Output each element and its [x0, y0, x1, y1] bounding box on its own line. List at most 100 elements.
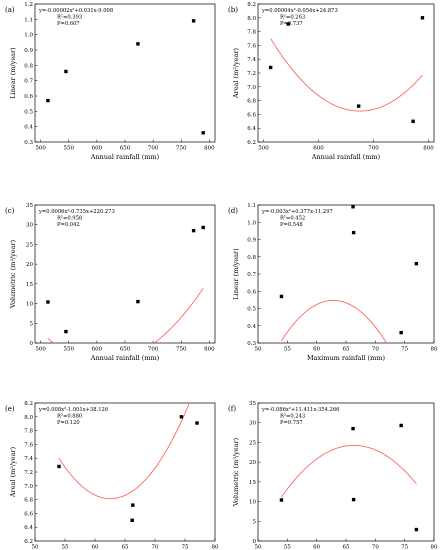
y-tick-label: 6.8 [247, 99, 256, 105]
data-point [131, 503, 135, 507]
y-axis-label: Areal (m²/year) [9, 446, 17, 498]
x-axis-label: Annual rainfall (mm) [90, 354, 160, 362]
data-point [356, 104, 361, 108]
x-tick-label: 50 [255, 545, 262, 550]
y-tick-label: 7.8 [24, 429, 33, 435]
data-point [399, 330, 403, 335]
y-tick-label: 0.8 [24, 63, 33, 69]
y-tick-label: 0.5 [24, 109, 33, 115]
x-tick-label: 70 [152, 545, 159, 550]
fit-annotation-line: P=0.120 [57, 420, 80, 426]
y-tick-label: 7.0 [247, 85, 256, 91]
data-point [351, 497, 356, 502]
fit-annotation-line: y=0.008x²-1.001x+38.126 [38, 407, 108, 413]
y-tick-label: 0.7 [24, 79, 33, 85]
x-tick-label: 800 [204, 146, 215, 152]
y-axis-label: Areal (m²/year) [232, 47, 240, 99]
fit-curve [58, 403, 190, 500]
data-point [411, 119, 415, 123]
fit-annotation-line: y=-0.00002x²+0.031x-9.008 [38, 8, 113, 14]
data-point [201, 225, 205, 230]
x-tick-label: 550 [64, 146, 75, 152]
data-point [420, 16, 425, 20]
fit-annotation-line: P=0.737 [280, 21, 303, 27]
y-tick-label: 0.5 [247, 307, 256, 313]
fit-annotation-line: y=-0.086x²+11.411x-354.266 [261, 407, 339, 413]
y-tick-label: 1.2 [24, 2, 33, 8]
x-tick-label: 65 [343, 347, 350, 353]
panel-label: (a) [5, 6, 15, 14]
panel-label: (d) [228, 207, 238, 215]
data-point [64, 329, 68, 334]
x-tick-label: 55 [284, 347, 291, 353]
y-tick-label: 10 [26, 302, 33, 308]
y-tick-label: 7.0 [24, 484, 33, 490]
y-tick-label: 6.2 [24, 539, 33, 545]
fit-annotation-line: y=0.0006x²-0.735x+220.273 [38, 209, 115, 215]
y-tick-label: 7.2 [24, 470, 33, 476]
fit-annotation-line: P=0.757 [280, 420, 303, 426]
y-tick-label: 8.0 [247, 16, 256, 22]
data-point [286, 22, 290, 26]
x-tick-label: 800 [204, 347, 215, 353]
chart-panel-1: 500 550 600 650 700 750 800 0.3 0.4 0.5 0.6 0.7 0.8 0… [5, 2, 216, 161]
y-tick-label: 0.9 [247, 238, 256, 244]
y-tick-label: 35 [26, 203, 33, 209]
y-tick-label: 5 [253, 519, 257, 525]
x-tick-label: 500 [258, 146, 269, 152]
x-axis-label: Annual rainfall (mm) [311, 153, 381, 161]
data-point [414, 261, 419, 266]
panel-label: (b) [228, 6, 238, 14]
x-tick-label: 65 [343, 545, 350, 550]
x-tick-label: 550 [64, 347, 75, 353]
y-tick-label: 7.6 [247, 43, 256, 49]
data-point [136, 42, 140, 46]
y-tick-label: 15 [26, 282, 33, 288]
data-point [195, 421, 199, 425]
x-tick-label: 75 [401, 545, 408, 550]
chart-panel-2: 500 600 700 800 6.2 6.4 6.6 6.8 7.0 7.2 7.4 7.6 7.8 8… [228, 2, 435, 161]
y-tick-label: 6.4 [247, 126, 256, 132]
y-axis-label: Linear (m/year) [232, 248, 240, 300]
x-tick-label: 750 [176, 347, 187, 353]
fit-curve [47, 288, 204, 343]
x-tick-label: 750 [176, 146, 187, 152]
y-tick-label: 6.6 [247, 112, 256, 118]
data-point [136, 299, 140, 304]
y-tick-label: 7.8 [247, 30, 256, 36]
x-tick-label: 70 [372, 347, 379, 353]
y-tick-label: 30 [249, 421, 256, 427]
x-tick-label: 65 [122, 545, 129, 550]
y-axis-label: Volumetric (m³/year) [232, 437, 240, 507]
y-tick-label: 8.0 [24, 415, 33, 421]
data-point [351, 230, 356, 235]
x-axis-label: Annual rainfall (mm) [90, 153, 160, 161]
y-tick-label: 5 [30, 321, 34, 327]
x-tick-label: 700 [148, 146, 159, 152]
data-point [268, 65, 273, 70]
y-tick-label: 7.4 [247, 57, 256, 63]
data-point [130, 518, 134, 522]
y-tick-label: 0 [253, 539, 257, 545]
data-point [399, 423, 403, 428]
x-tick-label: 80 [431, 545, 438, 550]
y-tick-label: 7.6 [24, 442, 33, 448]
fit-annotation-line: R²=0.452 [280, 216, 305, 222]
data-point [179, 415, 184, 419]
y-tick-label: 20 [249, 460, 256, 466]
y-tick-label: 0.7 [247, 272, 256, 278]
y-tick-label: 0.4 [247, 324, 256, 330]
y-tick-label: 6.8 [24, 498, 33, 504]
fit-annotation-line: P=0.042 [57, 222, 80, 228]
data-point [46, 98, 50, 103]
x-tick-label: 70 [372, 545, 379, 550]
x-tick-label: 800 [423, 146, 434, 152]
x-tick-label: 55 [62, 545, 69, 550]
y-tick-label: 20 [26, 262, 33, 268]
data-point [414, 527, 419, 532]
data-point [191, 19, 196, 23]
fit-annotation-line: R²=0.243 [280, 414, 305, 420]
y-tick-label: 6.4 [24, 525, 33, 531]
chart-panel-4: 50 55 60 65 70 75 80 0.3 0.4 0.5 0.6 0.7 0.8 0.9 1.0 1.… [228, 203, 438, 362]
